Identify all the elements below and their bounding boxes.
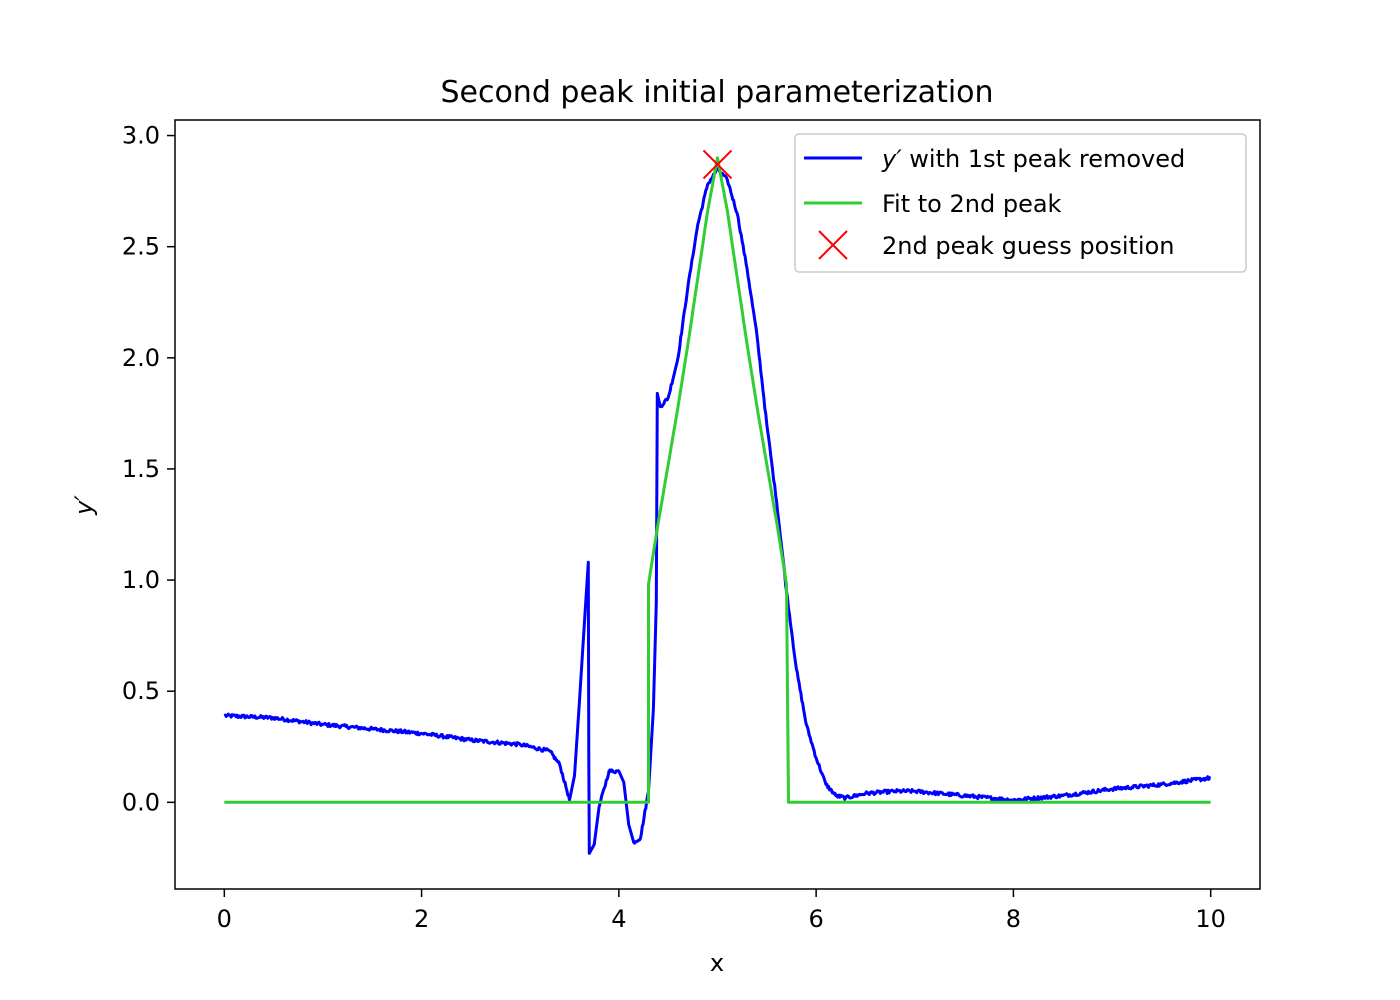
y-axis-label: y′ — [70, 495, 98, 516]
x-tick-label: 2 — [414, 905, 429, 933]
y-tick-label: 3.0 — [122, 122, 160, 150]
x-tick-label: 0 — [217, 905, 232, 933]
chart-title: Second peak initial parameterization — [440, 75, 993, 110]
x-tick-label: 4 — [611, 905, 626, 933]
legend: y′ with 1st peak removed Fit to 2nd peak… — [794, 133, 1247, 273]
legend-frame — [794, 133, 1247, 273]
legend-label-suffix: with 1st peak removed — [902, 145, 1186, 173]
y-tick-label: 0.5 — [122, 677, 160, 705]
series-line-0 — [223, 166, 1212, 855]
legend-label-fit: Fit to 2nd peak — [882, 190, 1062, 218]
y-tick-label: 1.5 — [122, 455, 160, 483]
legend-marker-stroke — [818, 230, 848, 260]
legend-swatch-guess-marker — [818, 230, 848, 260]
x-tick-label: 6 — [808, 905, 823, 933]
legend-label-guess: 2nd peak guess position — [882, 232, 1175, 260]
guess-marker-stroke — [702, 149, 733, 180]
x-tick-label: 8 — [1006, 905, 1021, 933]
y-tick-label: 2.0 — [122, 344, 160, 372]
y-tick-label: 0.0 — [122, 788, 160, 816]
series-layer — [223, 149, 1212, 855]
legend-label-prefix: y′ — [881, 145, 902, 173]
y-tick-label: 1.0 — [122, 566, 160, 594]
legend-label-y-prime: y′ with 1st peak removed — [881, 145, 1185, 173]
axes-frame — [174, 119, 1261, 890]
ticks-layer: 0 2 4 6 8 10 0.0 0.5 1.0 1.5 2.0 2.5 3.0 — [122, 122, 1226, 933]
guess-marker — [702, 149, 733, 180]
x-tick-label: 10 — [1195, 905, 1226, 933]
y-tick-label: 2.5 — [122, 233, 160, 261]
x-axis-label: x — [710, 949, 724, 977]
